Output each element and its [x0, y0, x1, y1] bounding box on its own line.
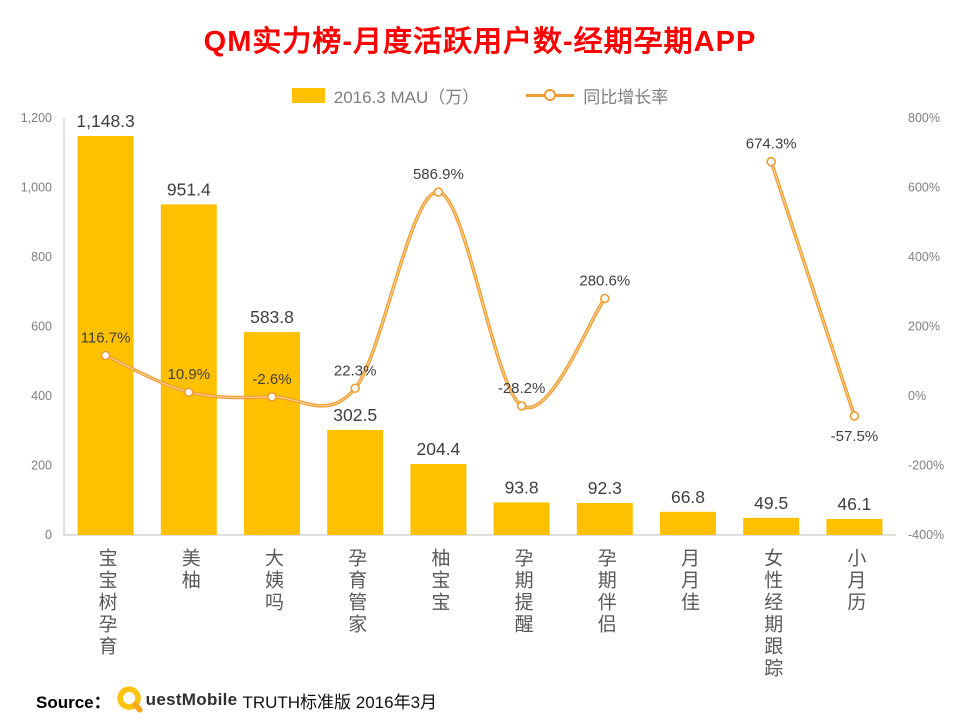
questmobile-logo-icon — [116, 686, 143, 713]
category-label: 宝宝树孕育 — [95, 548, 117, 658]
line-value-label: 22.3% — [334, 362, 377, 379]
category-label: 美柚 — [178, 548, 200, 592]
bar-value-label: 1,148.3 — [76, 111, 134, 131]
line-value-label: 586.9% — [413, 166, 464, 183]
page-title: QM实力榜-月度活跃用户数-经期孕期APP — [203, 26, 757, 58]
right-axis-tick: -200% — [908, 459, 944, 473]
left-axis-tick: 200 — [31, 459, 52, 473]
bar — [743, 517, 800, 535]
right-axis-tick: -400% — [908, 528, 944, 542]
source-label: Source： — [36, 692, 111, 712]
line-value-label: 116.7% — [81, 329, 131, 346]
line-marker — [433, 187, 444, 197]
bar — [244, 332, 300, 535]
line-value-label: -28.2% — [498, 380, 546, 397]
bar — [160, 204, 217, 536]
legend-bar-swatch-icon — [291, 87, 325, 103]
bar — [660, 511, 716, 535]
source-line: Source： uestMobile TRUTH标准版 2016年3月 — [36, 684, 437, 716]
category-label: 月月佳 — [678, 548, 699, 614]
left-axis-tick: 1,200 — [21, 111, 52, 125]
right-axis-tick: 0% — [908, 389, 926, 403]
category-label: 柚宝宝 — [428, 548, 450, 614]
bar-value-label: 302.5 — [333, 405, 377, 425]
left-axis-tick: 800 — [31, 250, 52, 264]
category-label: 孕期提醒 — [511, 548, 533, 636]
line-marker — [267, 392, 277, 402]
bar-value-label: 66.8 — [671, 487, 705, 507]
line-value-label: -57.5% — [831, 428, 879, 445]
left-axis-tick: 0 — [45, 528, 52, 542]
right-axis-tick: 800% — [908, 111, 940, 125]
left-axis-tick: 1,000 — [21, 181, 52, 195]
category-label: 大姨吗 — [262, 548, 283, 614]
legend-line-marker-icon — [544, 89, 557, 101]
right-axis-tick: 200% — [908, 320, 940, 334]
left-axis-tick: 600 — [31, 320, 52, 334]
legend-line-label: 同比增长率 — [583, 87, 669, 107]
category-label: 孕期伴侣 — [594, 548, 616, 636]
line-value-label: 674.3% — [746, 136, 797, 153]
right-axis-tick: 400% — [908, 250, 940, 264]
bar-value-label: 204.4 — [417, 439, 461, 459]
line-marker — [100, 350, 111, 361]
bar-value-label: 951.4 — [167, 179, 211, 199]
category-label: 孕育管家 — [345, 548, 367, 636]
bar-value-label: 46.1 — [837, 494, 871, 514]
bar-value-label: 93.8 — [505, 477, 539, 497]
line-value-label: 10.9% — [168, 366, 211, 383]
line-marker — [849, 411, 860, 421]
line-value-label: 280.6% — [579, 272, 630, 289]
bar-value-label: 49.5 — [754, 493, 788, 513]
legend-line-swatch-icon — [526, 89, 575, 101]
line-marker — [766, 156, 777, 167]
chart-plot-area: 0 200 400 600 800 1,000 1,200 -400% -200% 0% 200% 4… — [21, 111, 944, 542]
line-marker — [350, 383, 361, 394]
bar — [826, 518, 883, 535]
category-label: 小月历 — [844, 548, 866, 614]
bar — [77, 135, 134, 535]
legend: 2016.3 MAU（万） 同比增长率 — [0, 84, 960, 107]
category-label: 女性经期跟踪 — [761, 548, 783, 680]
bar — [327, 429, 384, 535]
line-marker — [599, 293, 610, 304]
bar — [576, 502, 633, 535]
source-suffix: TRUTH标准版 2016年3月 — [242, 692, 438, 712]
left-axis-tick: 400 — [31, 389, 52, 403]
line-marker — [516, 400, 527, 411]
bar-value-label: 583.8 — [250, 307, 294, 327]
line-marker — [184, 387, 194, 398]
source-brand: uestMobile — [145, 690, 238, 709]
bar — [493, 502, 550, 535]
right-axis-tick: 600% — [908, 181, 940, 195]
growth-line-highlight — [770, 161, 855, 417]
legend-bar-label: 2016.3 MAU（万） — [333, 87, 480, 107]
line-value-label: -2.6% — [252, 371, 291, 388]
bar-value-label: 92.3 — [588, 478, 622, 498]
bar — [410, 463, 467, 535]
